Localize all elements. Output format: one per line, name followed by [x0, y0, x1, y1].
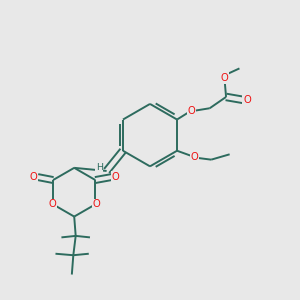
Text: O: O: [243, 95, 251, 105]
Text: O: O: [190, 152, 198, 162]
Text: O: O: [48, 200, 56, 209]
Text: O: O: [30, 172, 38, 182]
Text: H: H: [96, 164, 103, 172]
Text: O: O: [92, 200, 100, 209]
Text: O: O: [221, 73, 229, 83]
Text: O: O: [188, 106, 195, 116]
Text: O: O: [112, 172, 119, 182]
